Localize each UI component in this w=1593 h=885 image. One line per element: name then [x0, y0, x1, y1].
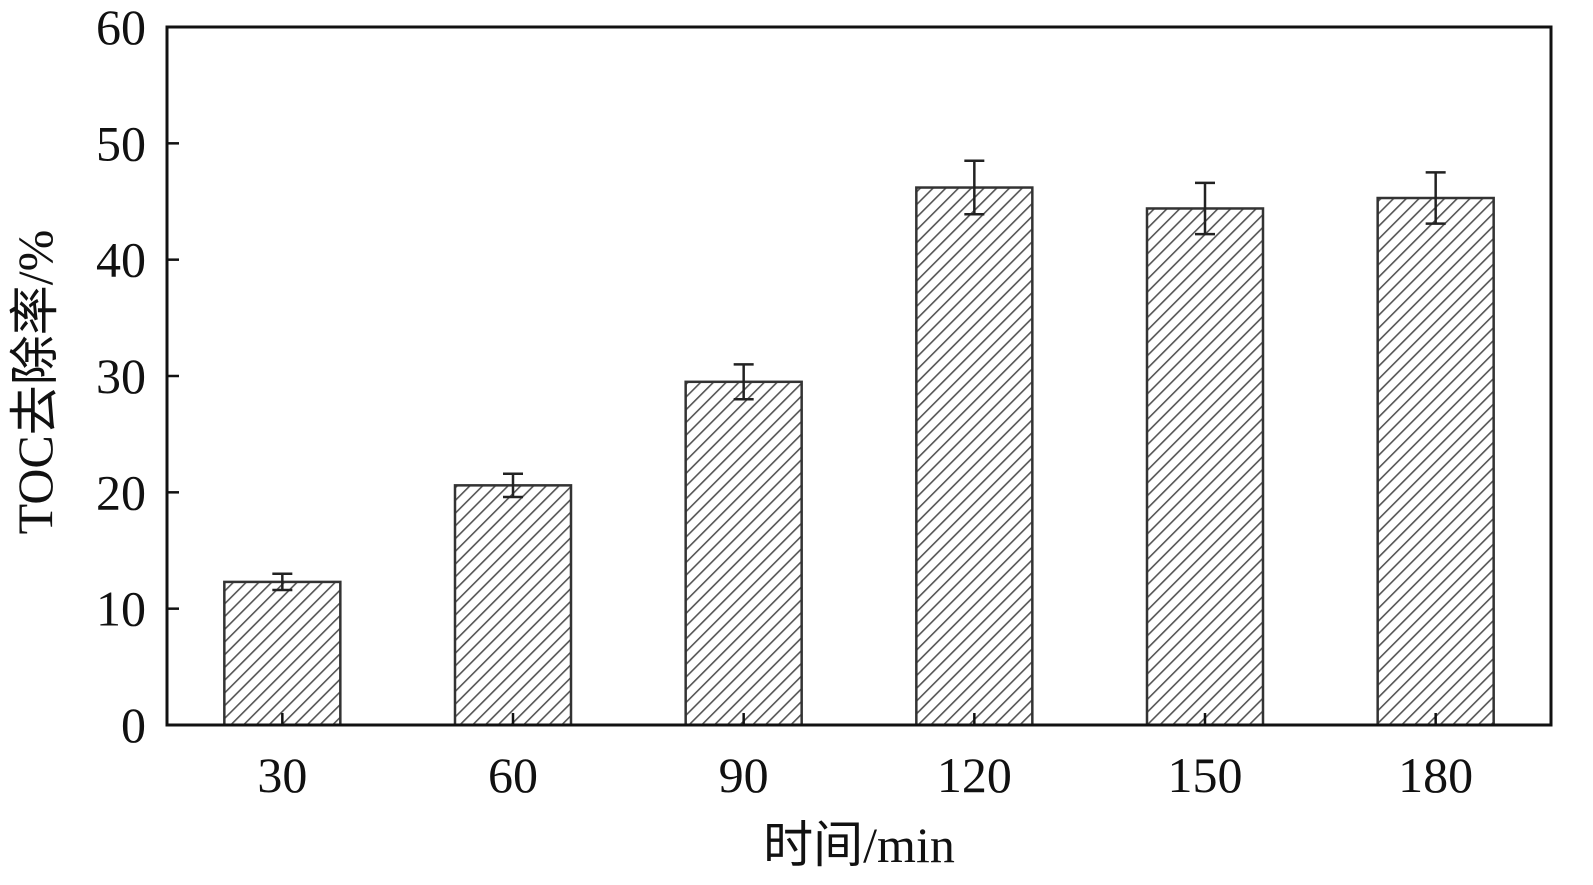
- bar-120: [915, 186, 1034, 727]
- x-tick-label: 180: [1398, 747, 1473, 803]
- bar-30: [223, 580, 342, 727]
- x-tick-label: 150: [1168, 747, 1243, 803]
- ticks-layer: [167, 25, 1437, 727]
- y-tick-label: 50: [96, 115, 146, 171]
- x-tick-label: 120: [937, 747, 1012, 803]
- y-tick-label: 60: [96, 0, 146, 55]
- error-bar-150: [1195, 181, 1215, 236]
- y-tick-label: 10: [96, 581, 146, 637]
- bar-150: [1145, 207, 1265, 727]
- bar-90: [684, 380, 803, 727]
- error-bar-60: [503, 472, 523, 499]
- y-tick-label: 20: [96, 464, 146, 520]
- y-tick-label: 30: [96, 348, 146, 404]
- bars-layer: [223, 186, 1495, 727]
- error-bar-30: [272, 572, 293, 592]
- bar-60: [453, 484, 573, 727]
- y-tick-label: 0: [121, 697, 146, 753]
- error-bar-90: [733, 363, 754, 401]
- y-tick-label: 40: [96, 232, 146, 288]
- error-bar-120: [964, 159, 985, 216]
- x-tick-label: 60: [488, 747, 538, 803]
- error-bar-180: [1425, 171, 1446, 225]
- error-bars-layer: [272, 159, 1446, 592]
- x-tick-label: 90: [719, 747, 769, 803]
- x-axis-title: 时间/min: [763, 817, 955, 873]
- x-tick-label: 30: [257, 747, 307, 803]
- plot-frame: [165, 25, 1553, 727]
- y-axis-title: TOC去除率/%: [7, 230, 63, 535]
- tick-labels-layer: 30 60 90 120 150 180 0 10 20 30 40 50 60: [96, 0, 1473, 803]
- bar-180: [1376, 196, 1495, 727]
